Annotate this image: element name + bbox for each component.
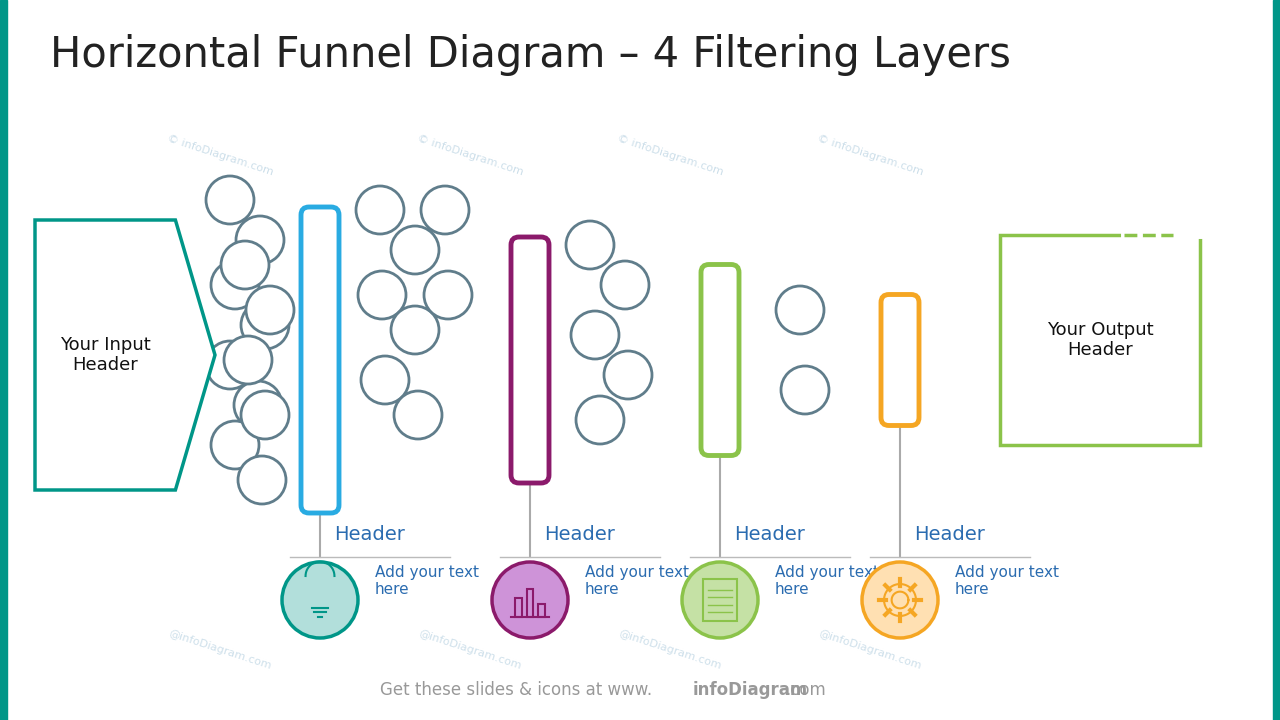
Bar [703,579,737,621]
Text: @infoDiagram.com: @infoDiagram.com [168,629,273,671]
Text: © infoDiagram.com: © infoDiagram.com [616,133,724,177]
Bar [538,604,545,617]
Circle shape [390,226,439,274]
Circle shape [282,562,358,638]
Circle shape [241,301,289,349]
Circle shape [571,311,620,359]
Circle shape [234,381,282,429]
Text: © infoDiagram.com: © infoDiagram.com [165,133,274,177]
Text: Header: Header [544,526,616,544]
Text: © infoDiagram.com: © infoDiagram.com [815,133,924,177]
Text: Add your text
here: Add your text here [375,565,479,598]
Circle shape [421,186,468,234]
Circle shape [492,562,568,638]
Bar [0,0,6,720]
Circle shape [424,271,472,319]
Bar [1274,0,1280,720]
Circle shape [211,421,259,469]
Text: Header: Header [735,526,805,544]
Bar [526,589,534,617]
Text: Add your text
here: Add your text here [955,565,1059,598]
Circle shape [224,336,273,384]
Text: Header: Header [915,526,986,544]
Circle shape [358,271,406,319]
Text: Add your text
here: Add your text here [585,565,689,598]
Text: infoDiagram: infoDiagram [692,681,808,699]
FancyBboxPatch shape [511,237,549,483]
Circle shape [241,391,289,439]
Text: Header: Header [334,526,406,544]
Text: @infoDiagram.com: @infoDiagram.com [417,629,522,671]
Circle shape [206,176,253,224]
Circle shape [390,306,439,354]
Circle shape [781,366,829,414]
Circle shape [566,221,614,269]
FancyBboxPatch shape [701,264,739,456]
Circle shape [238,456,285,504]
Circle shape [246,286,294,334]
Bar [1000,235,1201,445]
Circle shape [206,341,253,389]
Circle shape [211,261,259,309]
FancyBboxPatch shape [881,294,919,426]
Text: Your Output
Header: Your Output Header [1047,320,1153,359]
Text: © infoDiagram.com: © infoDiagram.com [416,133,525,177]
Circle shape [221,241,269,289]
Circle shape [576,396,625,444]
Circle shape [361,356,410,404]
Text: Horizontal Funnel Diagram – 4 Filtering Layers: Horizontal Funnel Diagram – 4 Filtering … [50,34,1011,76]
Circle shape [602,261,649,309]
Text: @infoDiagram.com: @infoDiagram.com [617,629,723,671]
Text: .com: .com [785,681,826,699]
Circle shape [236,216,284,264]
Polygon shape [35,220,215,490]
Text: Add your text
here: Add your text here [774,565,879,598]
Circle shape [604,351,652,399]
Text: Get these slides & icons at www.: Get these slides & icons at www. [380,681,652,699]
Bar [515,598,522,617]
Circle shape [682,562,758,638]
Circle shape [861,562,938,638]
FancyBboxPatch shape [301,207,339,513]
Circle shape [394,391,442,439]
Text: Your Input
Header: Your Input Header [60,336,151,374]
Circle shape [776,286,824,334]
Text: @infoDiagram.com: @infoDiagram.com [818,629,923,671]
Circle shape [356,186,404,234]
